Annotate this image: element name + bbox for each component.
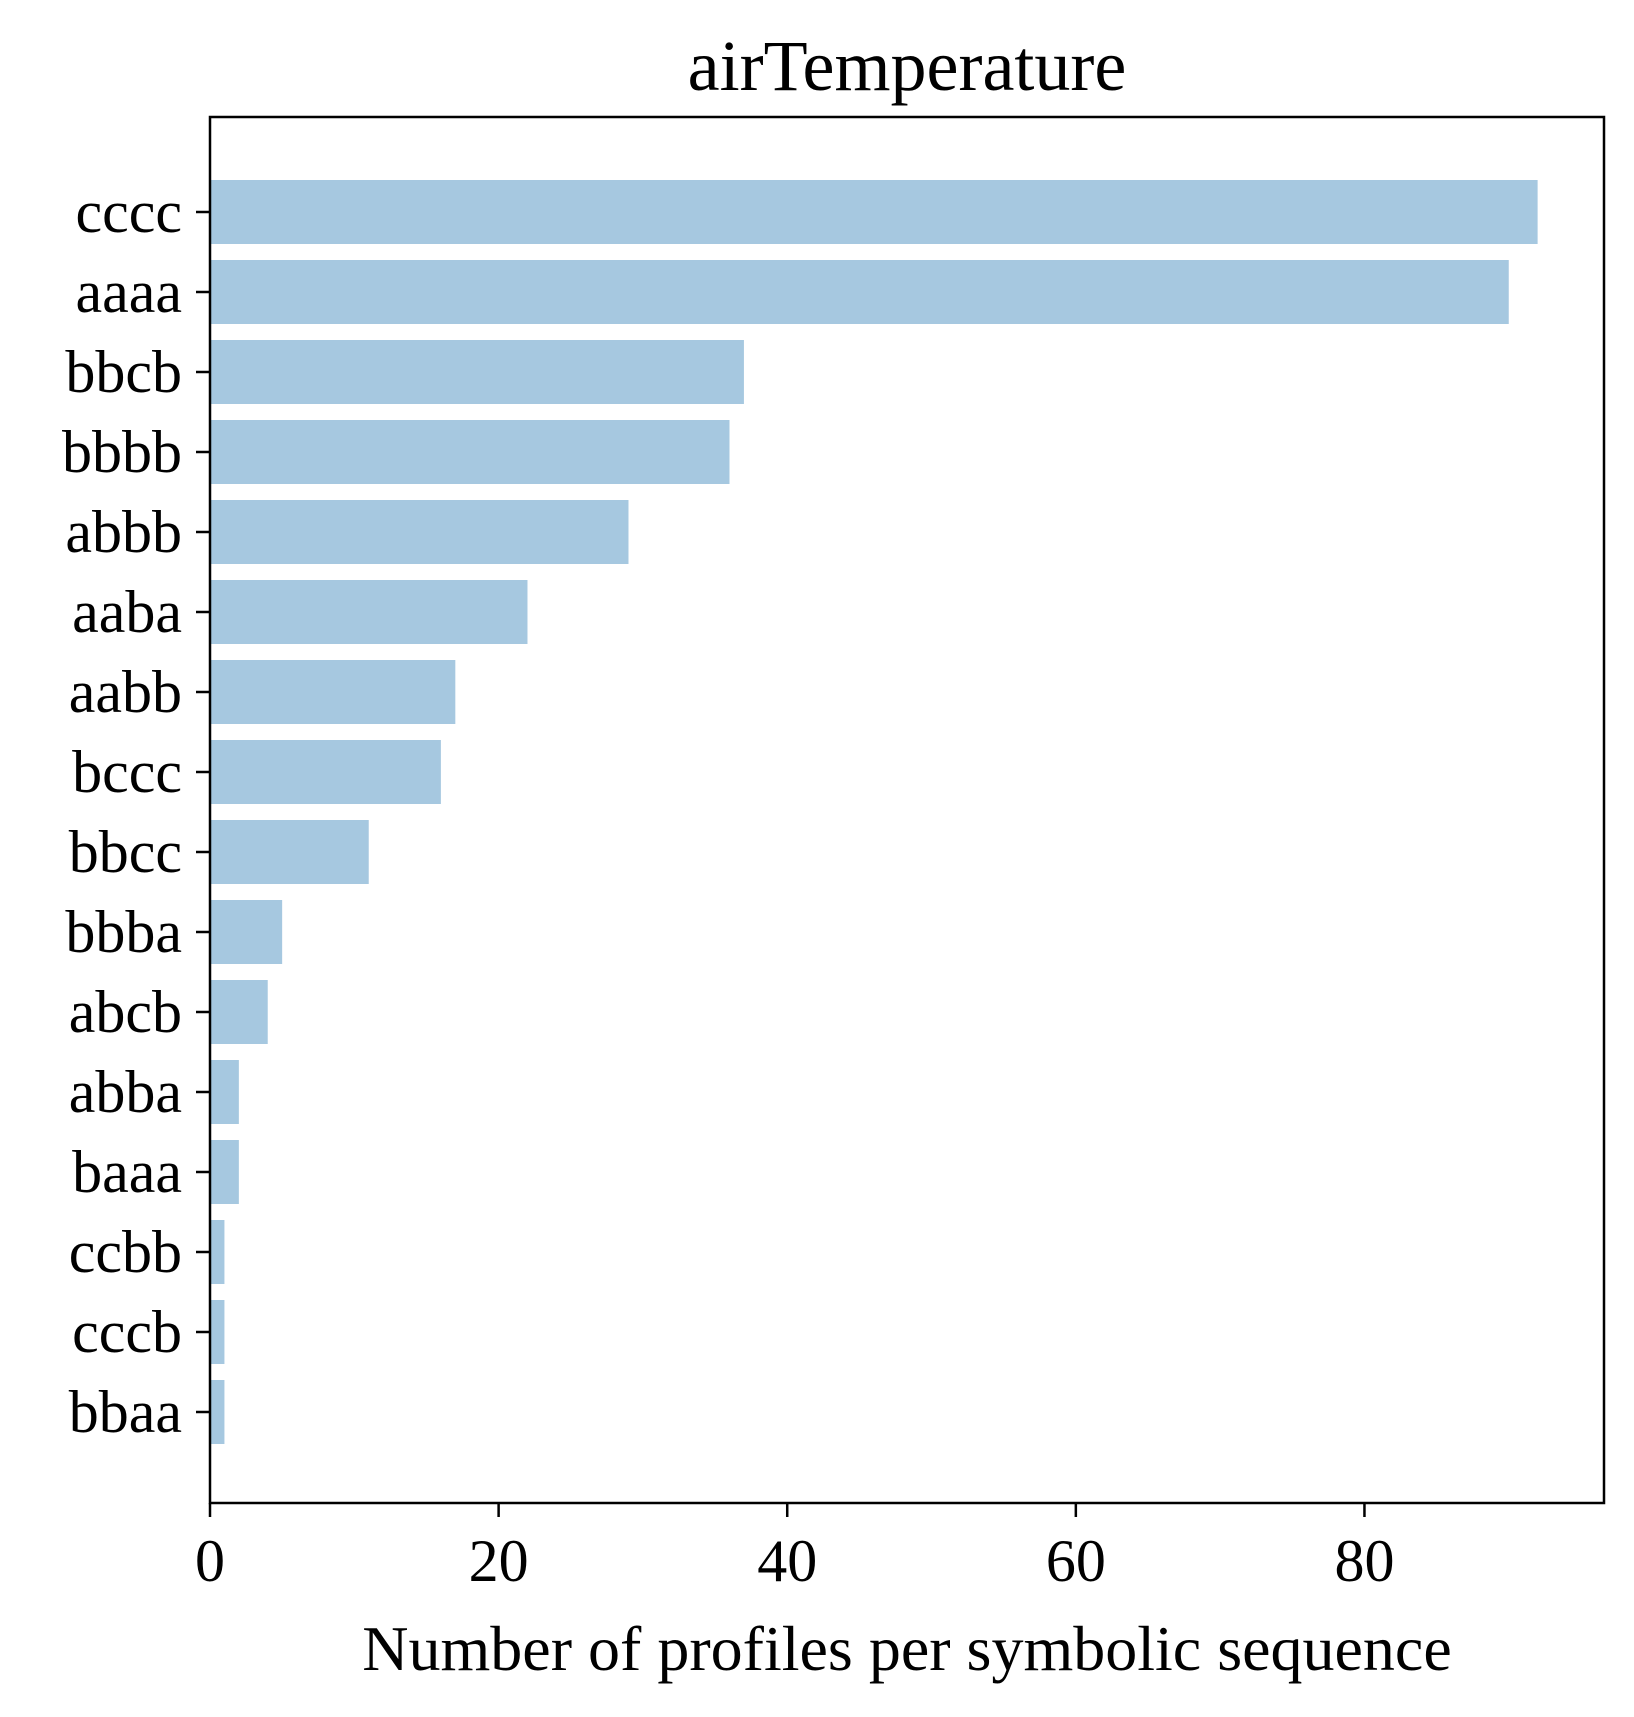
x-axis-label: Number of profiles per symbolic sequence [362, 1613, 1451, 1684]
y-tick-label-aaaa: aaaa [75, 259, 182, 325]
x-tick-label-80: 80 [1334, 1528, 1394, 1594]
bar-ccbb [210, 1220, 225, 1284]
bar-cccc [210, 180, 1538, 244]
chart-title: airTemperature [688, 26, 1127, 106]
y-tick-label-bbcc: bbcc [69, 819, 182, 885]
bar-abcb [210, 980, 268, 1044]
y-tick-label-aaba: aaba [72, 579, 182, 645]
y-tick-label-bccc: bccc [72, 739, 182, 805]
bar-bbcc [210, 820, 369, 884]
bar-aaba [210, 580, 528, 644]
bar-bbba [210, 900, 283, 964]
y-tick-label-bbba: bbba [65, 899, 182, 965]
y-axis: cccc aaaa bbcb bbbb abbb aaba aabb bccc bbcc bbba… [62, 179, 210, 1445]
x-axis: 0 20 40 60 80 [195, 1503, 1394, 1594]
bar-bbaa [210, 1380, 225, 1444]
x-tick-label-40: 40 [757, 1528, 817, 1594]
plot-frame [208, 115, 1606, 1505]
bar-bbbb [210, 420, 730, 484]
bar-bbcb [210, 340, 744, 404]
bar-abbb [210, 500, 629, 564]
y-tick-label-bbaa: bbaa [69, 1379, 182, 1445]
x-tick-label-20: 20 [469, 1528, 529, 1594]
y-tick-label-cccc: cccc [75, 179, 182, 245]
y-tick-label-abba: abba [69, 1059, 182, 1125]
bar-baaa [210, 1140, 239, 1204]
x-tick-label-60: 60 [1046, 1528, 1106, 1594]
y-tick-label-ccbb: ccbb [69, 1219, 182, 1285]
bar-aabb [210, 660, 456, 724]
y-tick-label-bbcb: bbcb [65, 339, 182, 405]
bar-bccc [210, 740, 441, 804]
y-tick-label-baaa: baaa [72, 1139, 182, 1205]
y-tick-label-bbbb: bbbb [62, 419, 182, 485]
bars-layer [210, 180, 1538, 1444]
y-tick-label-aabb: aabb [69, 659, 182, 725]
y-tick-label-abcb: abcb [69, 979, 182, 1045]
bar-aaaa [210, 260, 1509, 324]
y-tick-label-cccb: cccb [72, 1299, 182, 1365]
y-tick-label-abbb: abbb [65, 499, 182, 565]
bar-abba [210, 1060, 239, 1124]
x-tick-label-0: 0 [195, 1528, 225, 1594]
bar-cccb [210, 1300, 225, 1364]
